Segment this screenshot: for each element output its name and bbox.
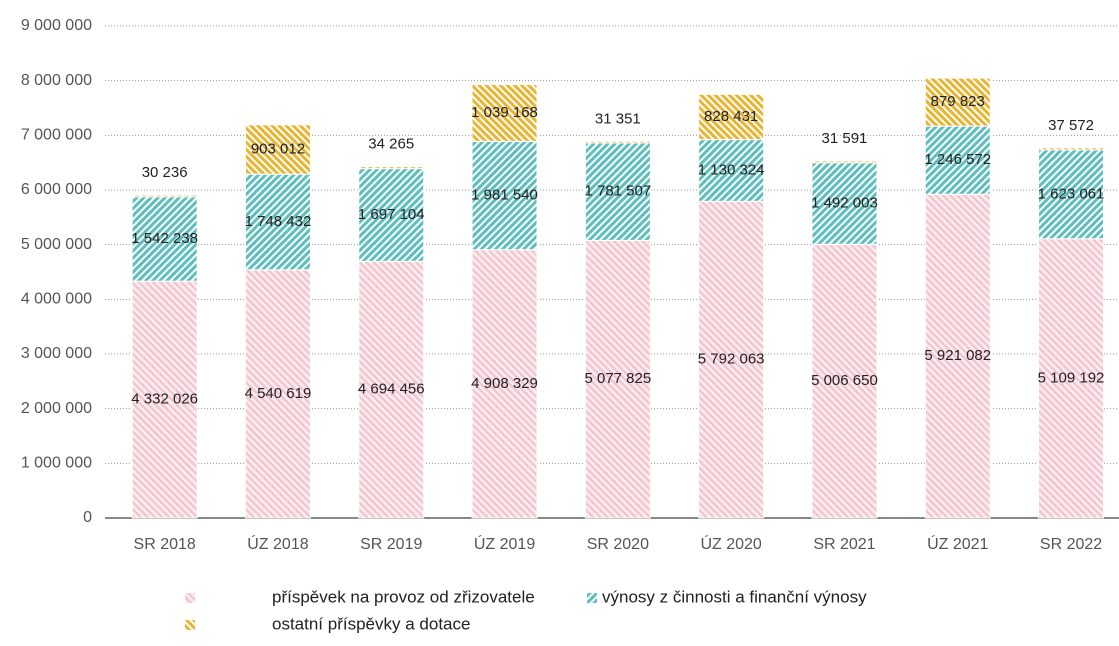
data-label: 828 431 [704, 108, 758, 125]
bar-segment [358, 260, 425, 519]
legend-label: výnosy z činnosti a finanční výnosy [602, 587, 867, 606]
bar-segment [924, 193, 991, 519]
bar-segment [244, 124, 311, 175]
y-tick-label: 2 000 000 [21, 400, 92, 417]
data-label: 879 823 [931, 93, 985, 110]
data-label: 4 694 456 [358, 381, 425, 398]
data-label: 5 921 082 [924, 347, 991, 364]
y-tick-label: 3 000 000 [21, 345, 92, 362]
data-label: 1 246 572 [924, 151, 991, 168]
x-tick-label: ÚZ 2020 [700, 534, 761, 553]
bar-segment [584, 140, 651, 144]
bar-segment [471, 249, 538, 519]
data-label: 1 981 540 [471, 186, 538, 203]
bar-segment [471, 84, 538, 142]
x-tick-label: SR 2018 [134, 536, 196, 553]
y-tick-label: 8 000 000 [21, 72, 92, 89]
legend-label: ostatní příspěvky a dotace [272, 614, 470, 633]
legend-marker [185, 620, 195, 630]
data-label: 5 792 063 [698, 351, 765, 368]
bar-segment [924, 125, 991, 195]
data-label: 903 012 [251, 140, 305, 157]
data-label: 4 332 026 [131, 391, 198, 408]
bar-segment [1038, 149, 1105, 240]
data-label: 1 781 507 [584, 183, 651, 200]
x-tick-label: SR 2021 [813, 536, 875, 553]
bar-segment [131, 280, 198, 519]
x-tick-label: ÚZ 2018 [247, 534, 308, 553]
bar-segment [698, 139, 765, 202]
bar-segment [811, 243, 878, 519]
y-tick-label: 5 000 000 [21, 236, 92, 253]
x-tick-label: ÚZ 2021 [927, 534, 988, 553]
x-tick-label: ÚZ 2019 [474, 534, 535, 553]
bar-segment [131, 194, 198, 198]
y-tick-label: 1 000 000 [21, 455, 92, 472]
x-tick-label: SR 2022 [1040, 536, 1102, 553]
bar-segment [811, 160, 878, 164]
bar-segment [698, 200, 765, 519]
data-label: 1 542 238 [131, 230, 198, 247]
data-label: 31 351 [595, 110, 641, 127]
data-label: 5 006 650 [811, 372, 878, 389]
bar-segment [358, 166, 425, 170]
data-label: 1 039 168 [471, 104, 538, 121]
bar-segment [244, 173, 311, 271]
data-label: 1 748 432 [245, 213, 312, 230]
data-label: 1 130 324 [698, 161, 765, 178]
bar-segment [131, 196, 198, 282]
data-label: 31 591 [822, 130, 868, 147]
bar-segment [1038, 147, 1105, 151]
data-label: 1 492 003 [811, 194, 878, 211]
bar-segment [698, 93, 765, 141]
y-tick-label: 4 000 000 [21, 291, 92, 308]
bar-segment [1038, 238, 1105, 519]
data-label: 30 236 [142, 164, 188, 181]
data-label: 4 540 619 [245, 385, 312, 402]
x-tick-label: SR 2019 [360, 536, 422, 553]
bar-segment [584, 142, 651, 241]
x-tick-label: SR 2020 [587, 536, 649, 553]
legend-marker [185, 593, 195, 603]
data-label: 1 623 061 [1038, 185, 1105, 202]
bar-segment [811, 162, 878, 245]
data-label: 5 109 192 [1038, 369, 1105, 386]
y-tick-label: 0 [83, 509, 92, 526]
bar-segment [471, 140, 538, 251]
y-tick-label: 9 000 000 [21, 17, 92, 34]
data-label: 4 908 329 [471, 375, 538, 392]
data-label: 5 077 825 [584, 370, 651, 387]
legend-label: příspěvek na provoz od zřizovatele [272, 587, 535, 606]
data-label: 37 572 [1048, 117, 1094, 134]
bar-segment [924, 77, 991, 127]
data-label: 34 265 [368, 136, 414, 153]
data-label: 1 697 104 [358, 206, 425, 223]
bar-segment [358, 168, 425, 262]
bar-segment [584, 239, 651, 519]
y-tick-label: 6 000 000 [21, 181, 92, 198]
bar-segment [244, 269, 311, 519]
y-tick-label: 7 000 000 [21, 127, 92, 144]
legend-marker [587, 593, 597, 603]
